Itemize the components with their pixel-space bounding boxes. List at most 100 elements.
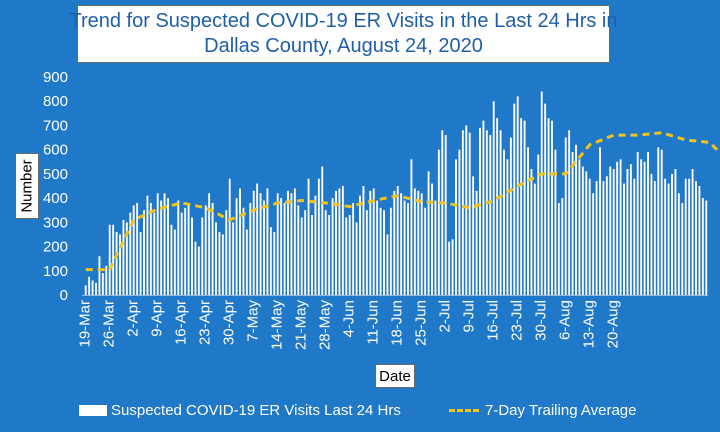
bar (544, 103, 547, 295)
bar (396, 186, 399, 295)
bar (420, 193, 423, 295)
bar (437, 149, 440, 295)
y-tick-label: 900 (43, 69, 68, 86)
bar (698, 186, 701, 295)
bar (677, 193, 680, 295)
bar (345, 217, 348, 295)
y-tick-label: 600 (43, 142, 68, 159)
bar (588, 178, 591, 295)
bars-group (84, 91, 708, 296)
bar (115, 232, 118, 295)
bar (461, 130, 464, 295)
bar (616, 161, 619, 295)
y-tick-label: 400 (43, 190, 68, 207)
x-tick-label: 14-May (269, 300, 286, 351)
x-tick-label: 28-May (317, 300, 334, 351)
bar (276, 193, 279, 295)
bar (235, 198, 238, 295)
bar (667, 183, 670, 295)
x-tick-label: 25-Jun (413, 300, 430, 346)
bar (434, 200, 437, 295)
bar (623, 183, 625, 295)
x-tick-label: 9-Jul (461, 300, 478, 333)
bar (530, 169, 533, 295)
bar (516, 96, 519, 295)
bar (88, 276, 91, 295)
bar (187, 205, 190, 295)
bar (410, 159, 413, 295)
bar (249, 202, 252, 295)
bar (300, 217, 303, 295)
legend-bar-swatch (79, 405, 107, 416)
bar (263, 200, 265, 295)
x-tick-label: 23-Jul (509, 300, 526, 341)
bar (341, 186, 344, 295)
x-tick-label: 26-Mar (101, 300, 118, 348)
legend-label-average: 7-Day Trailing Average (485, 402, 637, 419)
bar (293, 188, 296, 295)
y-tick-label: 100 (43, 263, 68, 280)
bar (348, 215, 351, 295)
bar (701, 198, 704, 295)
x-tick-label: 30-Jul (533, 300, 550, 341)
x-tick-label: 19-Mar (77, 300, 94, 348)
bar (458, 149, 461, 295)
bar (455, 159, 457, 295)
bar (496, 118, 499, 296)
y-tick-label: 200 (43, 239, 68, 256)
bar (129, 212, 132, 295)
bar (324, 210, 327, 295)
bar (393, 190, 396, 295)
bar (551, 120, 553, 295)
bar (389, 207, 392, 295)
bar (317, 178, 320, 295)
bar (287, 190, 289, 295)
bar (283, 202, 286, 295)
bar (444, 135, 447, 295)
y-tick-label: 800 (43, 93, 68, 110)
bar (640, 159, 643, 295)
x-tick-label: 18-Jun (389, 300, 406, 346)
bar (475, 190, 478, 295)
chart-title-box: Trend for Suspected COVID-19 ER Visits i… (69, 5, 618, 63)
x-tick-label: 2-Jul (437, 300, 454, 333)
bar (513, 103, 516, 295)
bar (239, 188, 241, 295)
y-axis: 0 100 200 300 400 500 600 700 800 900 (43, 69, 68, 304)
bar (612, 169, 615, 295)
bar (653, 181, 656, 295)
bar (136, 202, 139, 295)
bar (540, 91, 543, 295)
bar (304, 210, 307, 295)
bar (297, 205, 300, 295)
bar (108, 224, 111, 295)
bar (139, 232, 142, 295)
x-tick-label: 16-Jul (485, 300, 502, 341)
bar (379, 207, 382, 295)
bar (191, 217, 193, 295)
bar (557, 202, 560, 295)
bar (273, 232, 276, 295)
bar (338, 188, 341, 295)
bar (167, 198, 169, 295)
bar (520, 118, 523, 296)
bar (149, 202, 152, 295)
bar (547, 118, 550, 296)
bar (633, 178, 636, 295)
bar (280, 198, 283, 295)
x-tick-label: 23-Apr (197, 300, 214, 345)
bar (228, 178, 231, 295)
bar (509, 137, 512, 295)
bar (537, 154, 540, 295)
bar (657, 147, 660, 295)
bar (132, 205, 135, 295)
bar (599, 147, 601, 295)
bar (660, 149, 663, 295)
bar (527, 147, 529, 295)
x-tick-label: 13-Aug (581, 300, 598, 348)
bar (592, 193, 595, 295)
bar (427, 171, 430, 295)
bar (441, 130, 444, 295)
bar (647, 152, 649, 295)
